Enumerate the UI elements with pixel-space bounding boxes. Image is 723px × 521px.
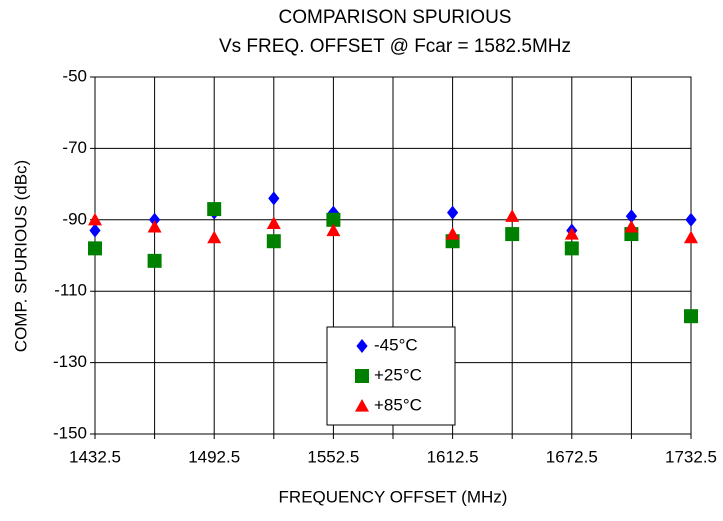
marker: [266, 234, 281, 249]
marker: [326, 212, 341, 227]
x-tick-label: 1672.5: [546, 447, 598, 466]
marker: [207, 202, 222, 217]
x-tick-label: 1552.5: [307, 447, 359, 466]
marker: [207, 230, 222, 244]
marker: [326, 223, 341, 237]
y-axis-label: COMP. SPURIOUS (dBc): [11, 160, 30, 352]
x-tick-label: 1432.5: [69, 447, 121, 466]
x-tick-label: 1732.5: [665, 447, 717, 466]
chart-subtitle: Vs FREQ. OFFSET @ Fcar = 1582.5MHz: [219, 36, 571, 57]
legend-marker: [355, 369, 369, 383]
legend-box: [326, 326, 456, 426]
marker: [88, 241, 102, 256]
marker: [149, 212, 161, 227]
chart-title: COMPARISON SPURIOUS: [279, 7, 512, 28]
x-tick-label: 1492.5: [188, 447, 240, 466]
y-tick-label: -50: [62, 66, 87, 85]
marker: [89, 223, 101, 238]
marker: [88, 212, 102, 226]
y-tick-label: -110: [54, 281, 87, 300]
marker: [447, 205, 459, 220]
marker: [505, 209, 520, 222]
marker: [266, 216, 281, 229]
marker: [327, 205, 339, 220]
plot-frame: [94, 76, 692, 435]
marker: [625, 209, 637, 224]
marker: [684, 309, 698, 324]
marker: [445, 227, 460, 240]
legend-marker: [355, 399, 369, 412]
legend-marker: [356, 339, 368, 353]
marker: [147, 219, 162, 233]
marker: [505, 227, 520, 242]
marker: [685, 212, 697, 227]
y-tick-label: -130: [53, 352, 87, 371]
marker: [268, 191, 280, 206]
legend-label: +85°C: [374, 395, 422, 414]
marker: [624, 219, 639, 233]
y-tick-label: -70: [62, 138, 87, 157]
marker: [147, 253, 162, 268]
marker: [564, 241, 579, 256]
x-tick-label: 1612.5: [427, 447, 479, 466]
marker: [564, 227, 579, 240]
y-tick-label: -90: [62, 209, 87, 228]
marker: [684, 230, 698, 244]
y-tick-label: -150: [53, 423, 87, 442]
legend-label: -45°C: [374, 335, 418, 354]
x-axis-label: FREQUENCY OFFSET (MHz): [279, 487, 508, 506]
legend-label: +25°C: [374, 365, 422, 384]
